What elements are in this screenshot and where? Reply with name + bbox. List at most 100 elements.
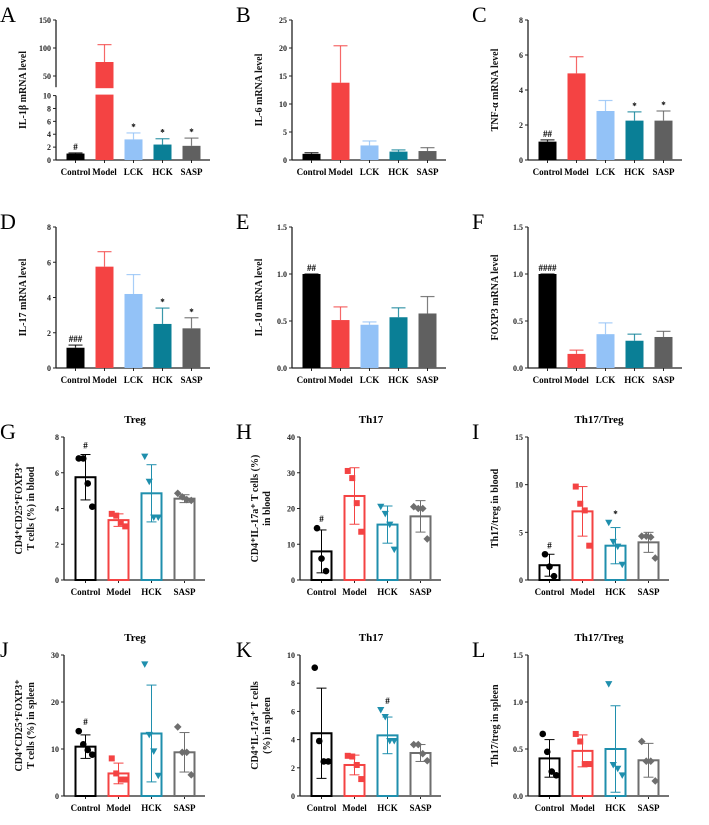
bar-model: [95, 266, 114, 368]
panel-G: G 0 2 4 6 8 CD4⁺CD25⁺FOXP3⁺ T cells (%) in bloo…: [0, 392, 236, 602]
x-tick-label: Model: [342, 587, 367, 597]
data-point-circle: [541, 550, 549, 558]
data-point-triangle: [141, 661, 149, 668]
y-tick-label: 0.0: [513, 364, 523, 373]
y-tick-label: 0.5: [513, 745, 523, 754]
data-point-triangle: [154, 514, 162, 521]
data-point-square: [349, 475, 356, 482]
data-point-triangle: [614, 765, 622, 773]
y-tick-label: 1.0: [513, 270, 523, 279]
y-tick-label: 2: [47, 329, 51, 338]
x-tick-label: SASP: [409, 587, 432, 597]
panel-letter: B: [236, 2, 251, 27]
data-point-triangle: [377, 706, 385, 714]
x-tick-label: HCK: [624, 375, 645, 385]
y-tick-label: 20: [51, 698, 59, 707]
chart-svg: 0 5 10 15 Th17/treg in blood Th17/Treg Control…: [490, 414, 669, 597]
y-tick-label: 0.0: [277, 364, 287, 373]
data-point-triangle: [145, 731, 153, 739]
panel-letter: F: [472, 209, 485, 234]
x-tick-label: Control: [533, 167, 563, 177]
x-tick-label: HCK: [377, 587, 398, 597]
data-point-diamond: [651, 777, 660, 785]
y-tick-label: 0: [291, 576, 295, 585]
data-point-circle: [313, 524, 321, 532]
y-tick-label: 15: [279, 72, 287, 81]
x-tick-label: SASP: [416, 167, 439, 177]
data-point-square: [586, 761, 593, 768]
y-tick-label: 0: [47, 364, 51, 373]
data-point-triangle: [386, 521, 394, 529]
data-point-circle: [318, 555, 325, 562]
data-point-circle: [88, 503, 96, 511]
y-tick-label: 0: [55, 576, 59, 585]
data-point-triangle: [145, 478, 153, 486]
x-tick-label: HCK: [624, 167, 645, 177]
y-tick-label: 10: [43, 92, 51, 101]
data-point-square: [577, 500, 584, 507]
y-axis-label: IL-1β mRNA level: [18, 51, 29, 129]
x-tick-label: SASP: [637, 803, 660, 813]
x-tick-label: Control: [535, 587, 565, 597]
data-point-square: [344, 467, 351, 474]
bar-sasp: [654, 120, 673, 160]
significance-mark: #: [547, 540, 552, 550]
y-tick-label: 50: [43, 72, 51, 81]
chart-svg: 0 2 4 6 8 10 CD4⁺IL-17a⁺ T cells (%) in spleen T…: [250, 632, 441, 813]
y-tick-label: 4: [291, 736, 295, 745]
data-point-circle: [548, 768, 556, 775]
x-tick-label: Control: [61, 375, 91, 385]
y-tick-label: 20: [279, 44, 287, 53]
significance-mark: #: [319, 514, 324, 524]
y-tick-label: 8: [519, 16, 523, 25]
data-point-triangle: [381, 714, 389, 721]
data-point-triangle: [605, 519, 613, 527]
x-tick-label: Control: [533, 375, 563, 385]
x-tick-label: Control: [307, 587, 337, 597]
data-point-triangle: [377, 503, 385, 511]
data-point-square: [581, 507, 588, 514]
data-point-diamond: [182, 748, 191, 757]
y-tick-label: 5: [519, 528, 523, 537]
data-point-triangle: [618, 561, 626, 569]
x-tick-label: HCK: [388, 167, 409, 177]
x-tick-label: LCK: [596, 375, 616, 385]
y-axis-label: IL-17 mRNA level: [18, 258, 29, 336]
chart-svg: 0 5 10 15 20 25 IL-6 mRNA level Control Model LCK…: [254, 16, 446, 177]
y-tick-label: 2: [519, 121, 523, 130]
significance-mark: *: [160, 297, 165, 307]
data-point-diamond: [418, 504, 427, 513]
x-tick-label: HCK: [377, 803, 398, 813]
bar-sasp: [418, 313, 437, 368]
significance-mark: *: [613, 509, 618, 519]
data-point-triangle: [609, 538, 617, 546]
chart-title: Th17/Treg: [574, 414, 624, 426]
panel-letter: D: [0, 209, 16, 234]
data-point-triangle: [154, 772, 162, 780]
data-point-diamond: [637, 532, 646, 540]
data-point-square: [586, 542, 593, 549]
x-tick-label: LCK: [360, 375, 380, 385]
y-tick-label: 6: [47, 117, 51, 126]
data-point-triangle: [386, 738, 394, 745]
data-point-square: [117, 776, 124, 783]
x-tick-label: Model: [92, 375, 117, 385]
data-point-circle: [84, 480, 92, 487]
data-point-diamond: [409, 740, 418, 749]
data-point-triangle: [141, 453, 149, 461]
data-point-square: [353, 761, 360, 768]
chart-svg: 0 2 4 6 8 IL-17 mRNA level Control ### Model LCK H…: [18, 223, 210, 385]
data-point-circle: [552, 772, 560, 779]
y-axis-label: CD4⁺IL-17a⁺ T cells (%): [250, 455, 261, 563]
y-tick-label: 6: [519, 51, 523, 60]
bar-sasp: [418, 151, 437, 160]
bar-hck: [153, 144, 172, 160]
y-tick-label: 0.0: [513, 792, 523, 801]
data-point-triangle: [614, 543, 622, 551]
bar-model: [567, 73, 586, 160]
data-point-square: [358, 776, 365, 783]
data-point-square: [581, 761, 588, 768]
y-axis-label: in blood: [262, 491, 273, 526]
y-tick-label: 2: [47, 143, 51, 152]
panel-I: I 0 5 10 15 Th17/treg in blood Th17/Treg Contro…: [472, 392, 708, 602]
